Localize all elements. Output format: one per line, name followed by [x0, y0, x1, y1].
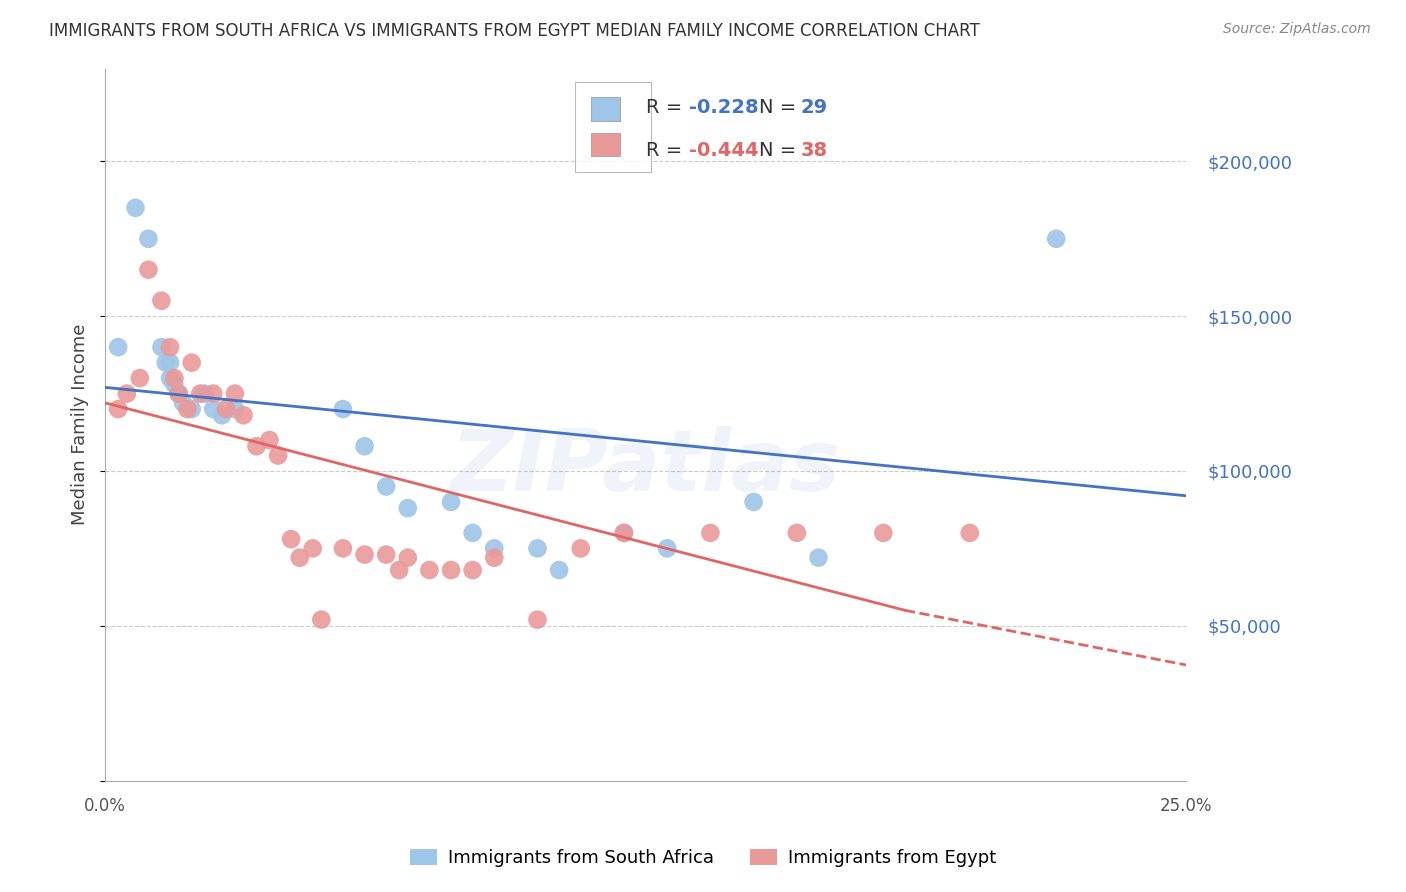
Point: [159, 356, 181, 370]
Point: [786, 525, 808, 540]
Point: [526, 613, 548, 627]
Point: [396, 501, 419, 516]
Point: [172, 396, 194, 410]
Point: [202, 402, 225, 417]
Point: [163, 377, 186, 392]
Point: [259, 433, 281, 447]
Point: [155, 356, 177, 370]
Point: [188, 386, 211, 401]
Point: [194, 386, 217, 401]
Point: [288, 550, 311, 565]
Legend: , : ,: [575, 82, 651, 172]
Point: [215, 402, 238, 417]
Point: [128, 371, 150, 385]
Point: [375, 548, 398, 562]
Point: [224, 386, 246, 401]
Point: [138, 262, 160, 277]
Text: ZIPatlas: ZIPatlas: [450, 425, 841, 508]
Point: [301, 541, 323, 556]
Point: [872, 525, 894, 540]
Point: [163, 371, 186, 385]
Text: N =: N =: [759, 141, 803, 160]
Point: [484, 550, 506, 565]
Point: [613, 525, 636, 540]
Point: [396, 550, 419, 565]
Point: [107, 402, 129, 417]
Point: [245, 439, 267, 453]
Point: [1045, 232, 1067, 246]
Point: [267, 449, 290, 463]
Point: [657, 541, 679, 556]
Point: [353, 548, 375, 562]
Point: [742, 495, 765, 509]
Point: [807, 550, 830, 565]
Point: [461, 563, 484, 577]
Text: N =: N =: [759, 98, 803, 117]
Point: [418, 563, 440, 577]
Point: [138, 232, 160, 246]
Point: [526, 541, 548, 556]
Point: [159, 371, 181, 385]
Text: IMMIGRANTS FROM SOUTH AFRICA VS IMMIGRANTS FROM EGYPT MEDIAN FAMILY INCOME CORRE: IMMIGRANTS FROM SOUTH AFRICA VS IMMIGRAN…: [49, 22, 980, 40]
Text: 29: 29: [800, 98, 828, 117]
Point: [311, 613, 333, 627]
Point: [232, 409, 254, 423]
Point: [484, 541, 506, 556]
Point: [375, 479, 398, 493]
Point: [569, 541, 592, 556]
Point: [461, 525, 484, 540]
Point: [440, 495, 463, 509]
Text: -0.228: -0.228: [689, 98, 759, 117]
Y-axis label: Median Family Income: Median Family Income: [72, 324, 89, 525]
Point: [180, 402, 202, 417]
Text: -0.444: -0.444: [689, 141, 759, 160]
Point: [332, 541, 354, 556]
Text: R =: R =: [645, 141, 689, 160]
Legend: Immigrants from South Africa, Immigrants from Egypt: Immigrants from South Africa, Immigrants…: [402, 841, 1004, 874]
Point: [150, 340, 173, 354]
Point: [167, 386, 190, 401]
Point: [440, 563, 463, 577]
Point: [280, 532, 302, 546]
Text: R =: R =: [645, 98, 689, 117]
Text: Source: ZipAtlas.com: Source: ZipAtlas.com: [1223, 22, 1371, 37]
Point: [548, 563, 571, 577]
Point: [167, 386, 190, 401]
Point: [180, 356, 202, 370]
Point: [332, 402, 354, 417]
Point: [959, 525, 981, 540]
Point: [613, 525, 636, 540]
Text: 38: 38: [800, 141, 828, 160]
Point: [353, 439, 375, 453]
Point: [699, 525, 721, 540]
Point: [211, 409, 233, 423]
Point: [124, 201, 146, 215]
Point: [388, 563, 411, 577]
Point: [107, 340, 129, 354]
Point: [202, 386, 225, 401]
Point: [176, 402, 198, 417]
Point: [224, 402, 246, 417]
Point: [150, 293, 173, 308]
Point: [159, 340, 181, 354]
Point: [115, 386, 138, 401]
